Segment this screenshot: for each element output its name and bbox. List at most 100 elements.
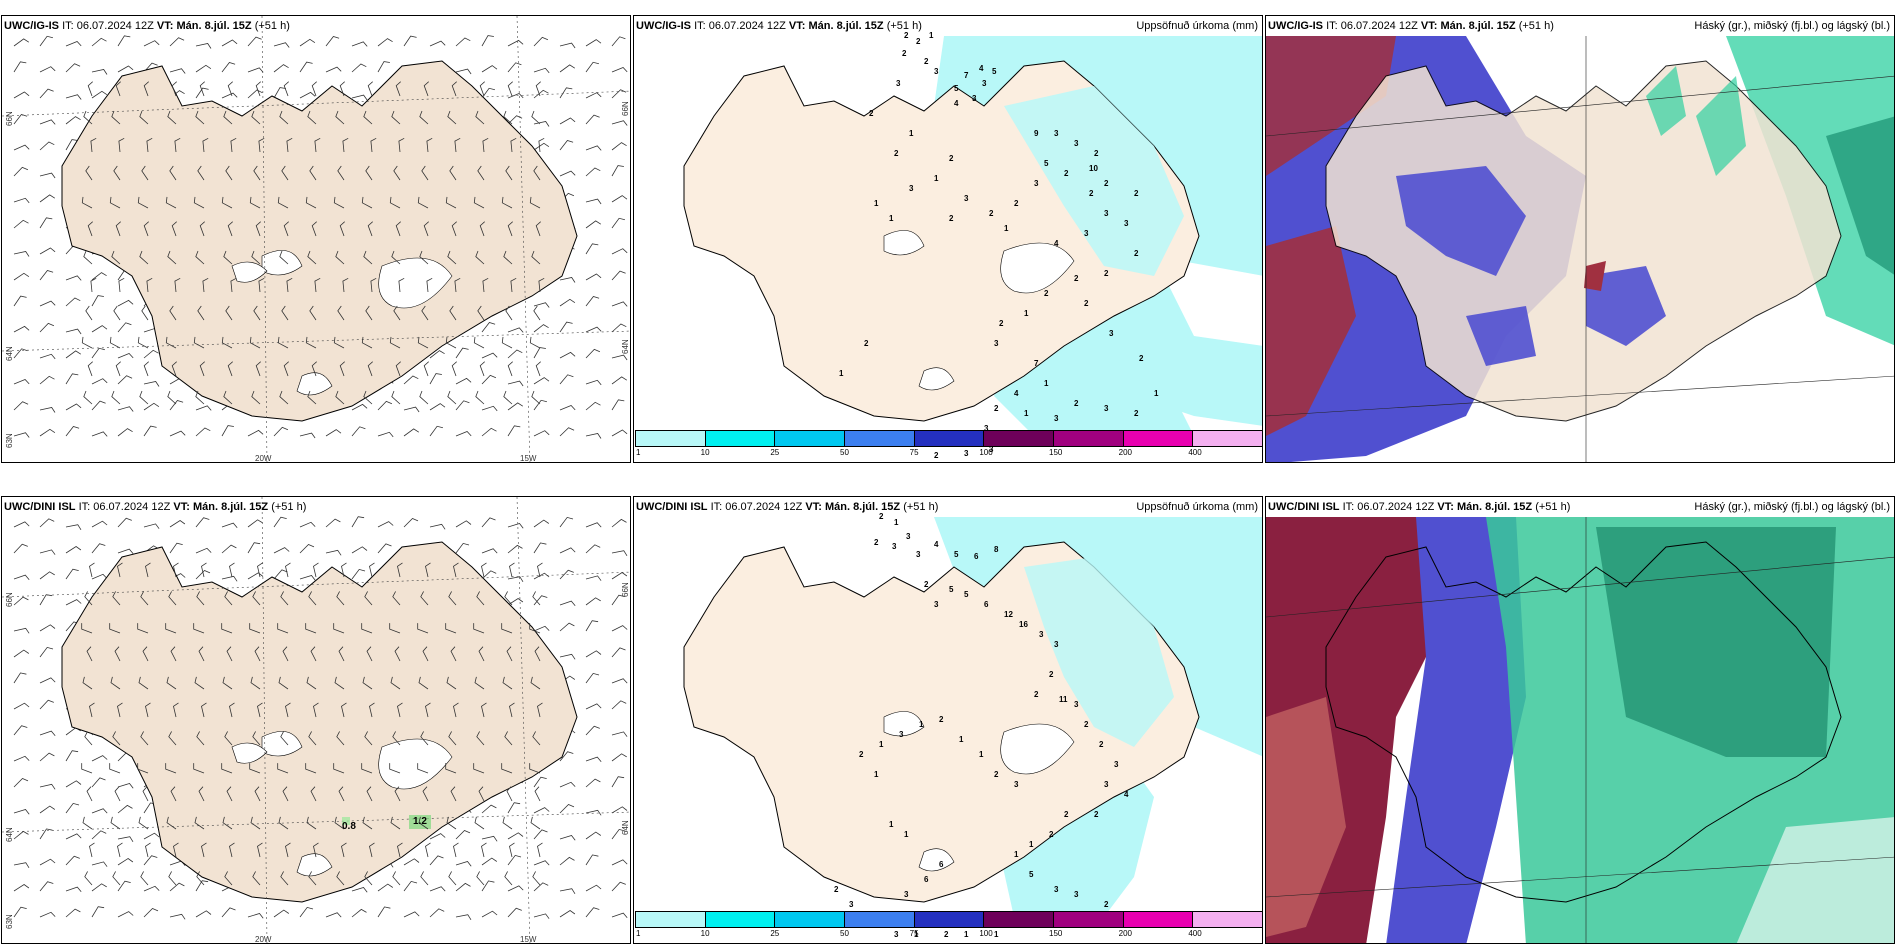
wind-barb — [65, 350, 82, 359]
wind-barb — [115, 81, 121, 97]
wind-barb — [325, 429, 342, 437]
precip-value-label: 3 — [1124, 219, 1129, 228]
wind-barb — [247, 519, 263, 528]
wind-barb — [585, 39, 602, 47]
wind-barb — [117, 517, 132, 528]
wind-barb — [585, 167, 601, 177]
wind-barb — [13, 755, 30, 762]
wind-barb — [307, 390, 317, 405]
wind-barb — [39, 805, 56, 814]
wind-barb — [351, 426, 366, 437]
wind-barb — [451, 81, 457, 97]
glacier-4 — [231, 742, 268, 764]
legend-swatch — [774, 911, 845, 928]
wind-barb — [559, 351, 576, 359]
coord-64n: 64N — [5, 827, 14, 842]
wind-barb — [13, 166, 29, 177]
wind-barb — [143, 908, 159, 918]
wind-barb — [277, 763, 289, 774]
wind-barb — [13, 862, 30, 869]
wind-barb — [585, 778, 601, 788]
wind-barb — [308, 871, 317, 886]
wind-barb — [423, 81, 429, 97]
precip-value-label: 6 — [974, 552, 979, 561]
wind-barb — [377, 400, 393, 411]
wind-barb — [611, 550, 628, 557]
wind-barb — [143, 62, 158, 73]
wind-barb — [537, 702, 543, 718]
wind-barb — [283, 221, 289, 237]
wind-barb — [223, 250, 233, 265]
precip-value-label: 1 — [839, 369, 844, 378]
wind-barb — [171, 221, 177, 237]
wind-barb — [506, 786, 513, 802]
wind-barb — [81, 623, 93, 634]
precip-value-label: 2 — [994, 770, 999, 779]
wind-barb — [273, 64, 289, 73]
wind-barb — [277, 623, 289, 634]
wind-barb — [201, 842, 207, 858]
wind-barb — [429, 833, 446, 840]
wind-barb — [394, 786, 401, 802]
wind-barb — [91, 883, 107, 892]
precip-value-label: 3 — [1109, 329, 1114, 338]
wind-barb — [221, 196, 233, 209]
wind-barb — [277, 336, 289, 349]
wind-barb — [507, 327, 524, 333]
wind-barb — [611, 518, 627, 528]
wind-barb — [39, 571, 55, 580]
coord-63n: 63N — [5, 433, 14, 448]
wind-barb — [117, 836, 134, 843]
legend-swatch — [844, 911, 915, 928]
wind-barb — [39, 375, 55, 385]
wind-barb — [252, 731, 261, 746]
wind-barb — [481, 835, 498, 842]
wind-map — [2, 16, 630, 462]
precip-value-label: 2 — [1089, 189, 1094, 198]
wind-barb — [559, 516, 574, 528]
wind-barb — [531, 390, 541, 405]
wind-barb — [39, 119, 56, 125]
wind-barb — [39, 428, 56, 437]
wind-barb — [377, 543, 392, 554]
wind-barb — [585, 92, 602, 99]
wind-barb — [282, 786, 289, 802]
wind-barb — [143, 349, 159, 359]
wind-barb — [477, 165, 485, 181]
wind-barb — [481, 35, 494, 47]
wind-barb — [481, 570, 497, 580]
wind-barb — [377, 431, 394, 438]
legend-label: 10 — [700, 929, 710, 938]
wind-barb — [403, 911, 420, 918]
wind-barb — [141, 165, 149, 181]
wind-barb — [221, 544, 237, 554]
precip-value-label: 1 — [914, 930, 919, 939]
wind-barb — [247, 89, 263, 99]
wind-barb — [255, 81, 261, 97]
precip-value-label: 2 — [916, 37, 921, 46]
wind-barb — [39, 881, 54, 892]
legend-swatch — [983, 430, 1054, 447]
wind-barb — [429, 425, 444, 437]
wind-barb — [221, 92, 238, 99]
wind-barb — [533, 142, 550, 151]
wind-barb — [91, 431, 108, 437]
wind-barb — [39, 911, 56, 918]
wind-barb — [308, 731, 317, 746]
precip-on-land — [1024, 557, 1174, 747]
wind-barb — [65, 524, 82, 531]
wind-barb — [65, 275, 82, 281]
wind-barb — [221, 623, 233, 634]
wind-barb — [532, 731, 541, 746]
precip-value-label: 1 — [934, 174, 939, 183]
wind-barb — [82, 816, 93, 830]
wind-barb — [171, 81, 177, 97]
wind-barb — [478, 646, 485, 662]
wind-barb — [140, 871, 149, 886]
wind-barb — [306, 676, 317, 690]
wind-barb — [481, 374, 497, 385]
wind-barb — [86, 786, 93, 802]
wind-barb — [391, 110, 401, 125]
panel-title: UWC/DINI ISL IT: 06.07.2024 12Z VT: Mán.… — [4, 501, 307, 513]
wind-barb — [307, 250, 317, 265]
